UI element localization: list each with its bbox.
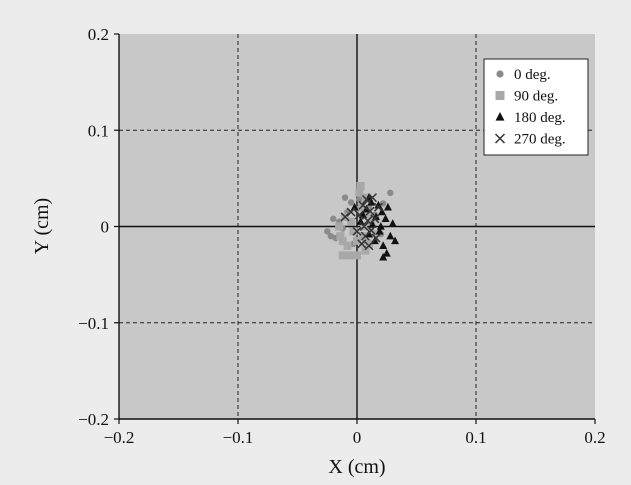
data-point [379, 252, 388, 261]
data-point [373, 202, 383, 212]
legend-marker [495, 112, 505, 121]
data-point [346, 207, 356, 217]
x-tick-label: −0.2 [104, 428, 135, 447]
legend-marker [495, 91, 505, 100]
data-point [340, 212, 350, 222]
y-tick-label: 0.2 [88, 25, 109, 44]
data-point [367, 198, 376, 206]
data-point [371, 233, 381, 243]
y-tick-label: −0.2 [78, 410, 109, 429]
data-point [324, 228, 331, 235]
data-point [369, 230, 378, 239]
data-point [358, 200, 368, 210]
data-point [330, 215, 337, 222]
data-point [379, 241, 388, 249]
data-point [367, 193, 378, 203]
data-point [358, 232, 367, 241]
y-tick-label: 0.1 [88, 121, 109, 140]
data-point [382, 249, 391, 257]
data-point [366, 225, 376, 235]
data-point [374, 200, 383, 209]
data-point [356, 182, 365, 191]
data-point [361, 246, 370, 255]
data-point [357, 239, 367, 249]
data-point [341, 194, 349, 201]
y-tick-label: 0 [101, 218, 110, 237]
data-point [361, 195, 372, 205]
data-point [386, 231, 395, 240]
data-point [350, 202, 359, 211]
data-point [391, 236, 400, 245]
data-point [359, 221, 369, 232]
x-tick-label: 0.1 [465, 428, 486, 447]
legend-marker [494, 133, 506, 144]
data-point [364, 241, 374, 251]
data-point [353, 236, 361, 245]
data-point [347, 217, 356, 226]
data-point [353, 251, 361, 260]
data-point [383, 202, 392, 211]
data-point [349, 227, 358, 236]
legend: 0 deg. 90 deg. 180 deg. 270 deg. [483, 58, 589, 156]
data-point [338, 236, 347, 245]
data-point [370, 214, 380, 224]
data-point [388, 219, 397, 227]
legend-label: 90 deg. [514, 89, 558, 105]
data-point [355, 188, 364, 197]
data-point [356, 196, 363, 203]
axes [114, 33, 596, 424]
y-axis-label: Y (cm) [31, 198, 53, 254]
data-point [336, 232, 345, 241]
data-point [387, 189, 394, 197]
y-tick-label: −0.1 [78, 314, 109, 333]
data-point [356, 217, 365, 225]
data-point [363, 216, 373, 226]
x-tick-label: −0.1 [223, 428, 254, 447]
data-point [345, 251, 354, 260]
data-point [362, 193, 371, 202]
data-point [335, 222, 344, 231]
x-tick-label: 0 [353, 428, 362, 447]
legend-marker [496, 70, 504, 78]
data-point [381, 214, 390, 222]
data-point [338, 251, 347, 260]
legend-label: 0 deg. [514, 67, 551, 83]
data-point [376, 222, 385, 230]
data-points [324, 182, 400, 261]
data-point [347, 199, 355, 206]
tick-labels: −0.2 −0.1 0 0.1 0.2 −0.2 −0.1 0 0.1 0.2 [78, 25, 605, 447]
data-point [368, 220, 377, 228]
data-point [375, 226, 384, 235]
x-tick-label: 0.2 [584, 428, 605, 447]
data-point [365, 206, 375, 216]
data-point [363, 210, 372, 219]
data-point [352, 226, 362, 236]
legend-label: 180 deg. [514, 110, 566, 126]
x-axis-label: X (cm) [328, 456, 385, 478]
legend-label: 270 deg. [514, 132, 566, 148]
series-3 [340, 193, 383, 251]
data-point [354, 210, 364, 220]
data-point [343, 241, 352, 250]
data-point [364, 239, 373, 248]
